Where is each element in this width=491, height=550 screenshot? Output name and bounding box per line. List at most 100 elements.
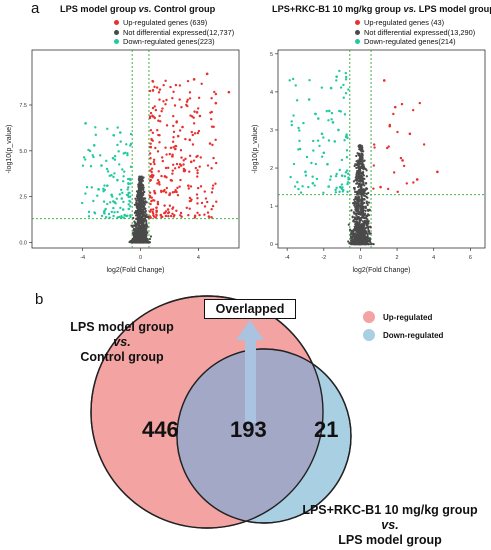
point-up — [167, 214, 170, 218]
point-not_diff — [368, 208, 371, 212]
point-up — [196, 107, 200, 110]
point-up — [193, 110, 196, 113]
point-up — [187, 214, 190, 217]
point-up — [176, 186, 179, 190]
point-up — [204, 197, 208, 200]
y-axis-label: -log10(p_value) — [6, 125, 13, 174]
point-not-diff — [138, 211, 141, 214]
point-up — [372, 187, 375, 190]
point-up — [179, 214, 182, 217]
point-down — [87, 215, 91, 218]
point-up — [160, 156, 164, 159]
point-down — [111, 156, 115, 160]
point-not-diff — [362, 231, 365, 234]
point-down — [119, 140, 122, 143]
point-up — [400, 102, 404, 106]
point-up — [171, 207, 174, 210]
point-up — [157, 170, 160, 173]
point-down — [112, 214, 115, 218]
point-up — [164, 214, 168, 218]
point-down — [126, 152, 129, 155]
point-down — [127, 191, 130, 195]
point-up — [153, 192, 157, 195]
point-up — [188, 97, 192, 100]
point-down — [110, 193, 113, 197]
point-not_diff — [134, 224, 138, 228]
point-up — [156, 178, 160, 182]
point-not-diff — [359, 204, 362, 208]
y-tick-label: 4 — [270, 90, 273, 96]
point-down — [129, 214, 132, 217]
point-down — [296, 181, 299, 184]
venn-legend-down-label: Down-regulated — [383, 330, 444, 340]
point-not-diff — [366, 203, 369, 207]
point-down — [108, 216, 111, 219]
point-not-diff — [361, 178, 364, 181]
point-down — [289, 175, 292, 179]
point-down — [113, 154, 117, 158]
point-down — [340, 187, 343, 191]
point-up — [151, 211, 155, 215]
point-down — [346, 172, 350, 175]
point-not-diff — [359, 186, 362, 189]
point-up — [171, 155, 174, 158]
y-tick-label: 3 — [270, 128, 273, 134]
legend-dot-down — [355, 39, 360, 45]
point-down — [304, 174, 308, 177]
y-tick-label: 2.5 — [19, 195, 27, 201]
point-up — [168, 193, 171, 197]
point-not-diff — [356, 172, 359, 175]
point-down — [84, 122, 87, 125]
point-not-diff — [145, 201, 148, 204]
point-up — [189, 160, 193, 164]
point-down — [335, 186, 338, 190]
point-down — [292, 162, 296, 166]
point-up — [165, 98, 168, 102]
point-not-diff — [350, 241, 353, 245]
point-up — [396, 190, 399, 194]
point-up — [155, 213, 158, 216]
y-tick-label: 7.5 — [19, 103, 27, 109]
point-down — [92, 144, 96, 147]
venn-left-label: LPS model group vs. Control group — [52, 320, 192, 365]
point-up — [209, 111, 212, 114]
point-not-diff — [366, 208, 369, 211]
point-up — [150, 199, 153, 203]
point-not-diff — [364, 206, 367, 209]
point-down — [339, 86, 343, 89]
point-up — [189, 185, 193, 188]
point-up — [171, 191, 175, 194]
point-down — [338, 168, 341, 172]
point-up — [196, 211, 199, 215]
point-not-diff — [143, 219, 146, 222]
point-up — [171, 212, 174, 215]
point-down — [122, 175, 125, 178]
point-down — [307, 185, 310, 189]
point-down — [346, 190, 349, 194]
point-down — [123, 170, 126, 173]
point-not_diff — [139, 178, 142, 182]
point-up — [152, 160, 155, 164]
venn-count-left: 446 — [142, 417, 179, 442]
point-down — [123, 213, 126, 217]
point-down — [103, 209, 106, 212]
point-down — [87, 148, 90, 152]
point-down — [304, 170, 307, 174]
point-up — [176, 193, 180, 197]
point-down — [112, 206, 115, 210]
point-down — [347, 88, 350, 91]
y-tick-label: 1 — [270, 204, 273, 210]
point-up — [158, 114, 161, 118]
point-not_diff — [142, 226, 145, 230]
point-up — [200, 201, 204, 205]
point-down — [112, 134, 115, 137]
point-up — [154, 146, 157, 150]
point-not-diff — [358, 184, 361, 187]
point-down — [127, 182, 130, 186]
point-down — [113, 172, 116, 175]
point-down — [346, 182, 349, 186]
point-not_diff — [364, 231, 368, 235]
point-down — [338, 190, 341, 194]
point-not-diff — [133, 241, 136, 244]
point-down — [118, 193, 121, 196]
